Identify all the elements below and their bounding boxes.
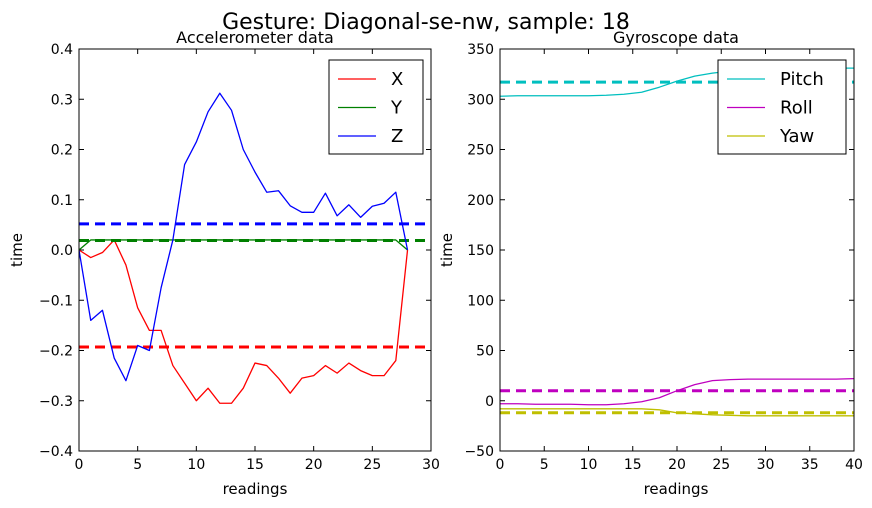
gyroscope-ytick-label: 250	[467, 143, 494, 159]
accelerometer-plot-area	[78, 48, 432, 452]
gyroscope-ytick-label: 50	[476, 344, 494, 360]
gyroscope-ytick-label: 150	[467, 243, 494, 259]
gyroscope-title: Gyroscope data	[613, 28, 739, 47]
figure-title: Gesture: Diagonal-se-nw, sample: 18	[222, 10, 630, 35]
accelerometer-xlabel: readings	[223, 480, 288, 498]
gyroscope-panel: Gyroscope data readings time 0 5 10 15 20 25 3…	[438, 28, 863, 498]
gyroscope-plot-area	[499, 48, 855, 452]
accelerometer-ytick-label: 0.2	[51, 143, 73, 159]
accelerometer-xtick-label: 5	[133, 457, 142, 473]
accelerometer-legend: XYZ	[328, 59, 424, 155]
gyroscope-ytick-label: 0	[485, 394, 494, 410]
gyroscope-xtick-label: 10	[580, 457, 598, 473]
gyroscope-legend: Pitch Roll Yaw	[717, 59, 847, 155]
accelerometer-xtick-label: 10	[187, 457, 205, 473]
gyroscope-ytick-label: −50	[464, 444, 494, 460]
accelerometer-xtick-label: 0	[75, 457, 84, 473]
accelerometer-ytick-label: 0.1	[51, 193, 73, 209]
accelerometer-ytick-label: 0.0	[51, 243, 73, 259]
gyroscope-axes-frame	[499, 48, 855, 452]
accelerometer-xtick-label: 15	[246, 457, 264, 473]
gyroscope-ylabel: time	[438, 233, 456, 267]
accelerometer-legend-label-y: Y	[390, 98, 403, 119]
accelerometer-ytick-label: 0.3	[51, 92, 73, 108]
accelerometer-axes-frame	[78, 48, 432, 452]
gyroscope-xtick-label: 15	[624, 457, 642, 473]
gyroscope-xtick-label: 40	[845, 457, 863, 473]
accelerometer-ytick-label: −0.3	[39, 394, 73, 410]
gyroscope-xtick-label: 0	[496, 457, 505, 473]
gyroscope-ytick-label: 300	[467, 92, 494, 108]
accelerometer-ylabel: time	[8, 233, 26, 267]
accelerometer-legend-label-x: X	[391, 69, 403, 90]
gyroscope-xtick-label: 20	[668, 457, 686, 473]
accelerometer-ytick-label: 0.4	[51, 42, 73, 58]
accelerometer-series-z	[79, 92, 409, 382]
accelerometer-ytick-label: −0.2	[39, 344, 73, 360]
gyroscope-xlabel: readings	[644, 480, 709, 498]
accelerometer-ytick-label: −0.1	[39, 293, 73, 309]
accelerometer-xtick-label: 30	[422, 457, 440, 473]
gyroscope-xtick-label: 35	[801, 457, 819, 473]
accelerometer-ytick-label: −0.4	[39, 444, 73, 460]
gyroscope-legend-label-roll: Roll	[780, 98, 813, 119]
accelerometer-xtick-label: 25	[363, 457, 381, 473]
gyroscope-xtick-label: 30	[757, 457, 775, 473]
gyroscope-ytick-label: 350	[467, 42, 494, 58]
accelerometer-legend-label-z: Z	[391, 126, 403, 147]
gyroscope-xtick-label: 25	[712, 457, 730, 473]
accelerometer-series-x	[79, 239, 409, 404]
gyroscope-legend-label-yaw: Yaw	[779, 126, 814, 147]
accelerometer-ticks: 0 5 10 15 20 25 30 −0.4 −0.3 −0.2 −0.1 0.0 0.1 0.2 0.3…	[39, 42, 440, 473]
accelerometer-panel: Accelerometer data readings time 0 5 10 15 2…	[8, 28, 440, 498]
accelerometer-xtick-label: 20	[305, 457, 323, 473]
gyroscope-legend-label-pitch: Pitch	[780, 69, 824, 90]
gyroscope-ytick-label: 100	[467, 293, 494, 309]
accelerometer-title: Accelerometer data	[176, 28, 334, 47]
gyroscope-ytick-label: 200	[467, 193, 494, 209]
gyroscope-xtick-label: 5	[540, 457, 549, 473]
